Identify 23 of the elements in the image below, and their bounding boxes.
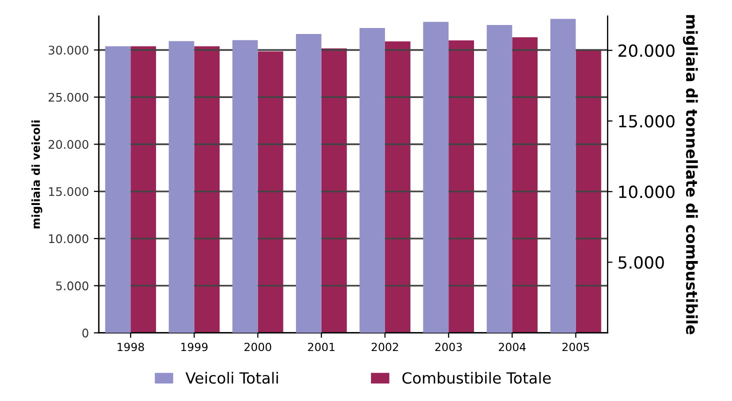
y2-tick-label: 5.000 <box>618 256 664 269</box>
legend-label: Combustibile Totale <box>402 372 551 384</box>
y2-axis-title: migliaia di tonnellate di combustibile <box>682 15 698 334</box>
x-tick-label: 2004 <box>498 342 526 352</box>
y-tick-label: 30.000 <box>48 46 88 55</box>
x-tick-label: 2001 <box>308 342 335 352</box>
x-tick-label: 2000 <box>244 342 272 352</box>
x-tick-label: 1999 <box>181 342 208 352</box>
y2-tick-label: 10.000 <box>619 186 674 198</box>
x-tick-label: 1998 <box>118 342 144 352</box>
y2-tick-label: 20.000 <box>618 44 674 57</box>
y2-tick-label: 15.000 <box>619 114 674 128</box>
y-tick-label: 15.000 <box>49 187 88 196</box>
x-tick-label: 2005 <box>562 342 589 352</box>
y-tick-label: 10.000 <box>49 234 88 244</box>
y-axis-title: migliaia di veicoli <box>31 120 42 228</box>
y-tick-label: 0 <box>82 328 88 338</box>
x-tick-label: 2002 <box>372 342 398 352</box>
y-tick-label: 5.000 <box>56 281 88 290</box>
x-tick-label: 2003 <box>435 342 462 352</box>
y-tick-label: 20.000 <box>48 140 88 149</box>
legend-label: Veicoli Totali <box>186 372 278 384</box>
y-tick-label: 25.000 <box>48 92 88 102</box>
